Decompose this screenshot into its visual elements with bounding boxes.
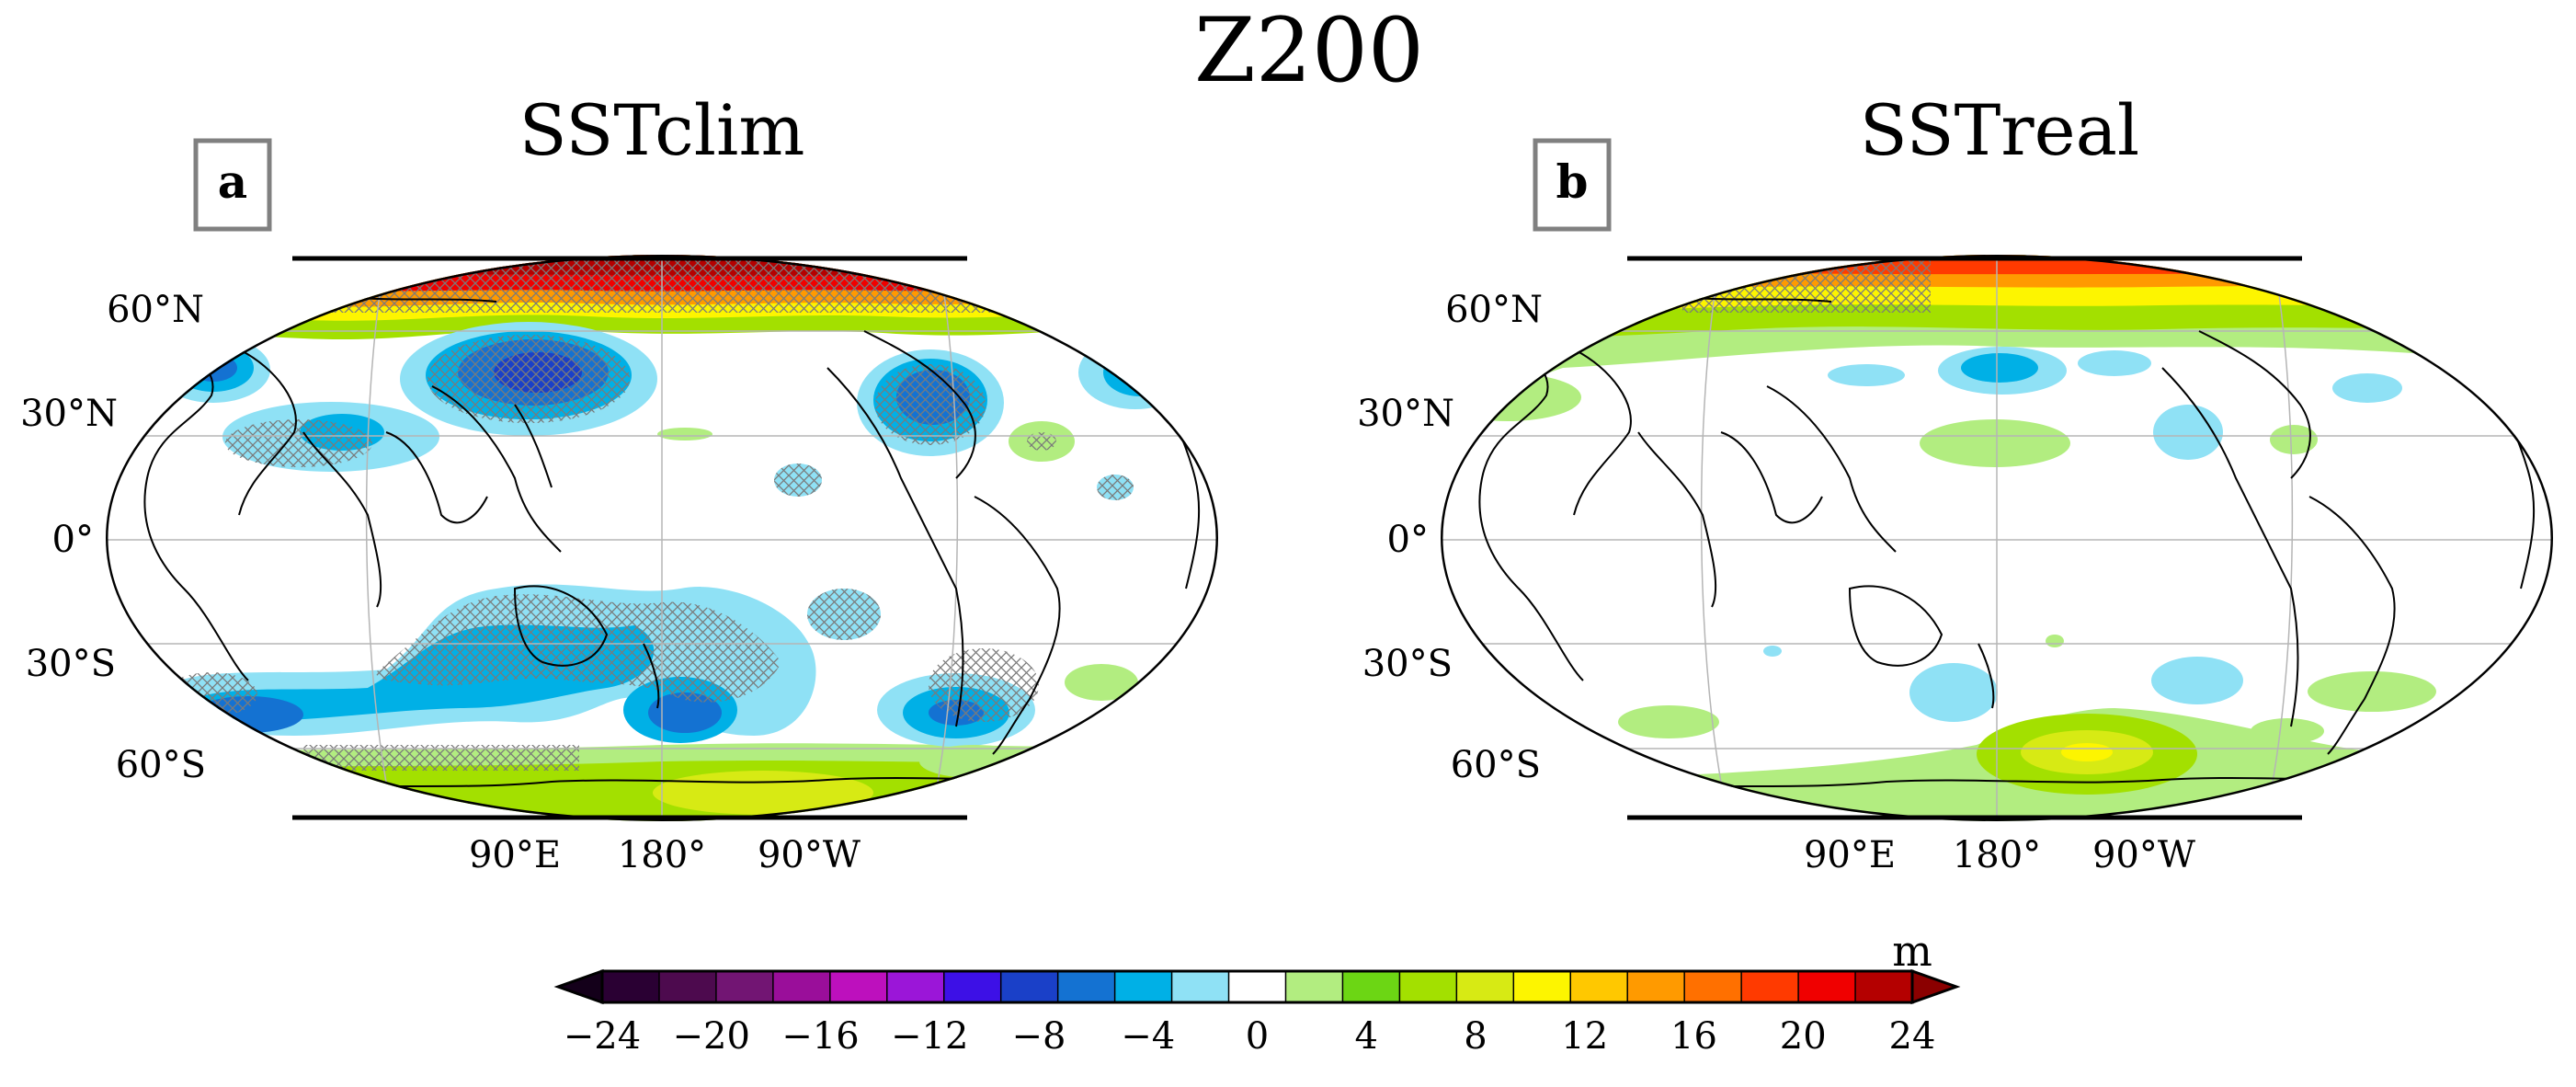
colorbar-swatch (1570, 971, 1628, 1002)
panel-a-letter-box (193, 138, 272, 232)
colorbar-tick-label: −12 (891, 1015, 968, 1058)
panel-a-lat-label: 60°N (107, 289, 204, 331)
panel-a-lat-label: 0° (52, 519, 94, 561)
panel-b-title: SSTreal (1860, 89, 2139, 171)
panel-a-coastlines (143, 293, 1201, 792)
colorbar-swatch (1114, 971, 1173, 1002)
panel-a-letter: a (218, 154, 247, 209)
colorbar-swatch (1513, 971, 1571, 1002)
colorbar-tick-label: 0 (1246, 1015, 1269, 1058)
colorbar-unit: m (1892, 926, 1932, 976)
colorbar-tick-label: −24 (564, 1015, 641, 1058)
panel-a-lon-label: 90°E (469, 834, 561, 876)
panel-a-lat-label: 60°S (116, 744, 206, 786)
colorbar-swatch (1456, 971, 1514, 1002)
colorbar-swatch (1855, 971, 1913, 1002)
colorbar-swatch (658, 971, 717, 1002)
colorbar-tick-label: −20 (673, 1015, 750, 1058)
panel-a-lat-label: 30°S (26, 643, 116, 685)
colorbar-swatch (1000, 971, 1059, 1002)
colorbar-swatch (829, 971, 888, 1002)
colorbar-swatch (715, 971, 774, 1002)
panel-a-lat-label: 30°N (20, 393, 118, 435)
panel-b-letter-box (1533, 138, 1612, 232)
panel-a-map (106, 255, 1218, 821)
colorbar-swatch (1399, 971, 1457, 1002)
colorbar-extend-max (1910, 968, 1961, 1005)
colorbar-tick-label: 16 (1670, 1015, 1717, 1058)
colorbar-swatch (1741, 971, 1799, 1002)
panel-b-lon-label: 90°W (2092, 834, 2195, 876)
figure-title: Z200 (1194, 0, 1424, 102)
colorbar-swatch (1228, 971, 1286, 1002)
colorbar-tick-label: 8 (1464, 1015, 1487, 1058)
panel-b-arctic-band-red (1441, 255, 2553, 275)
colorbar-swatch (1171, 971, 1230, 1002)
panel-b-lat-label: 30°S (1362, 643, 1453, 685)
colorbar-tick-label: −8 (1012, 1015, 1066, 1058)
panel-b-lon-label: 180° (1953, 834, 2041, 876)
panel-a-lon-label: 180° (618, 834, 706, 876)
panel-a-antarctic-core (653, 771, 873, 815)
colorbar-tick-label: −16 (781, 1015, 859, 1058)
colorbar-extend-min (553, 968, 604, 1005)
panel-a-title: SSTclim (519, 89, 805, 171)
panel-b-map (1441, 255, 2553, 821)
panel-b-lon-label: 90°E (1804, 834, 1896, 876)
colorbar-swatch (1342, 971, 1400, 1002)
colorbar-swatch (1798, 971, 1856, 1002)
panel-a-middle-east-low (222, 402, 439, 472)
colorbar-swatch (1057, 971, 1116, 1002)
colorbar-frame (600, 969, 1914, 1004)
panel-b-lat-label: 0° (1387, 519, 1429, 561)
panel-b-lat-label: 60°S (1451, 744, 1541, 786)
colorbar-tick-label: −4 (1121, 1015, 1175, 1058)
colorbar-swatch (943, 971, 1002, 1002)
colorbar-tick-label: 24 (1889, 1015, 1936, 1058)
colorbar-tick-label: 4 (1355, 1015, 1378, 1058)
colorbar-swatch (1684, 971, 1742, 1002)
panel-b-lat-label: 60°N (1445, 289, 1543, 331)
colorbar: −24 −20 −16 −12 −8 −4 0 4 8 12 16 20 24 (553, 968, 1961, 1058)
colorbar-tick-label: 12 (1561, 1015, 1608, 1058)
panel-a-lon-label: 90°W (758, 834, 861, 876)
panel-a-southern-lows (165, 584, 1138, 778)
colorbar-swatch (886, 971, 945, 1002)
colorbar-swatch (1285, 971, 1343, 1002)
panel-b-southern-core-3 (2061, 743, 2113, 761)
colorbar-swatch (602, 971, 660, 1002)
colorbar-swatch (1627, 971, 1685, 1002)
colorbar-swatch (772, 971, 831, 1002)
panel-a-north-pacific-low (400, 322, 657, 436)
colorbar-tick-label: 20 (1780, 1015, 1827, 1058)
panel-a-north-america-low (857, 349, 1004, 456)
panel-b-lat-label: 30°N (1357, 393, 1454, 435)
panel-b-letter: b (1556, 154, 1589, 209)
